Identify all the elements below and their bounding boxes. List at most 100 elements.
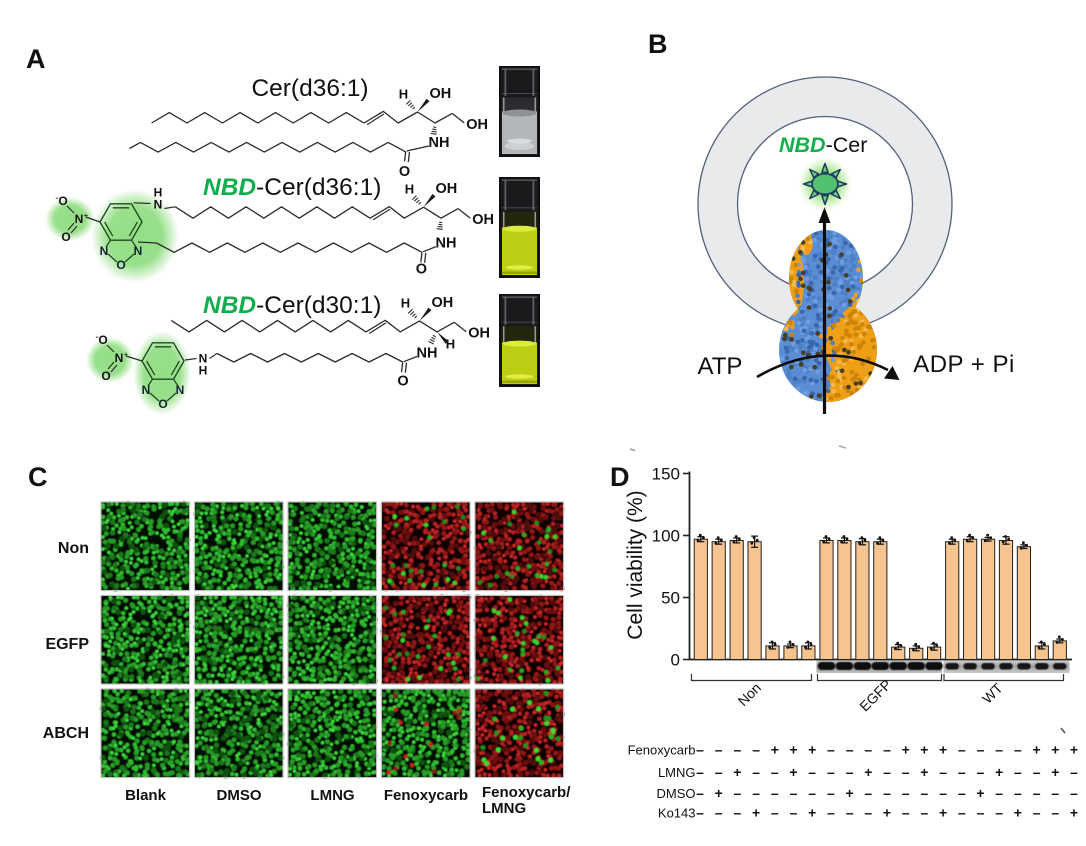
svg-text:150: 150 <box>652 465 680 484</box>
svg-text:–: – <box>1014 742 1022 758</box>
svg-text:–: – <box>846 805 854 821</box>
svg-text:–: – <box>883 785 891 801</box>
svg-text:–: – <box>958 805 966 821</box>
svg-text:–: – <box>1051 805 1059 821</box>
svg-text:–: – <box>958 764 966 780</box>
svg-text:–: – <box>883 764 891 780</box>
svg-text:B: B <box>648 29 668 59</box>
svg-text:–: – <box>902 785 910 801</box>
svg-text:Ko143: Ko143 <box>658 806 696 821</box>
svg-text:–: – <box>790 805 798 821</box>
svg-text:+: + <box>995 764 1003 780</box>
svg-text:C: C <box>28 462 48 492</box>
svg-text:–: – <box>827 742 835 758</box>
svg-text:–: – <box>977 742 985 758</box>
svg-text:OH: OH <box>472 212 494 228</box>
svg-text:+: + <box>883 805 891 821</box>
svg-text:–: – <box>995 742 1003 758</box>
svg-text:+: + <box>920 742 928 758</box>
svg-text:N: N <box>75 212 84 226</box>
svg-text:WT: WT <box>979 680 1006 707</box>
svg-text:H: H <box>401 295 410 310</box>
svg-text:ADP + Pi: ADP + Pi <box>913 351 1015 378</box>
svg-text:+: + <box>124 350 129 359</box>
svg-text:H: H <box>199 364 208 378</box>
svg-text:OH: OH <box>430 86 452 102</box>
svg-text:–: – <box>1070 785 1078 801</box>
svg-text:DMSO: DMSO <box>657 786 696 801</box>
svg-text:EGFP: EGFP <box>856 676 894 714</box>
svg-text:–: – <box>715 805 723 821</box>
svg-text:Fenoxycarb: Fenoxycarb <box>384 787 468 804</box>
svg-text:H: H <box>446 336 455 351</box>
svg-text:–: – <box>1014 764 1022 780</box>
svg-text:OH: OH <box>466 117 488 133</box>
svg-text:–: – <box>715 764 723 780</box>
svg-text:–: – <box>864 785 872 801</box>
svg-text:–: – <box>995 785 1003 801</box>
svg-text:Fenoxycarb: Fenoxycarb <box>628 743 696 758</box>
svg-text:-: - <box>95 332 98 343</box>
svg-text:EGFP: EGFP <box>45 636 89 653</box>
svg-text:–: – <box>827 785 835 801</box>
svg-text:–: – <box>864 805 872 821</box>
svg-text:O: O <box>397 373 408 389</box>
svg-text:–: – <box>696 785 704 801</box>
svg-text:+: + <box>939 805 947 821</box>
svg-text:+: + <box>939 742 947 758</box>
svg-text:Cer(d36:1): Cer(d36:1) <box>251 75 368 102</box>
svg-text:NH: NH <box>429 135 450 151</box>
svg-text:–: – <box>977 805 985 821</box>
svg-text:O: O <box>416 262 427 278</box>
svg-text:D: D <box>610 462 630 492</box>
svg-text:+: + <box>1070 805 1078 821</box>
svg-text:–: – <box>939 764 947 780</box>
svg-text:+: + <box>789 764 797 780</box>
svg-text:+: + <box>715 785 723 801</box>
svg-text:–: – <box>771 785 779 801</box>
svg-text:Non: Non <box>58 540 89 557</box>
svg-text:–: – <box>921 805 929 821</box>
svg-text:LMNG: LMNG <box>482 800 526 817</box>
svg-text:–: – <box>1070 764 1078 780</box>
svg-text:+: + <box>976 785 984 801</box>
svg-text:–: – <box>958 742 966 758</box>
svg-text:Fenoxycarb/: Fenoxycarb/ <box>482 784 571 801</box>
svg-text:+: + <box>789 742 797 758</box>
svg-text:–: – <box>958 785 966 801</box>
svg-text:–: – <box>846 764 854 780</box>
svg-text:–: – <box>827 764 835 780</box>
svg-text:–: – <box>808 785 816 801</box>
svg-text:–: – <box>1033 805 1041 821</box>
svg-text:N: N <box>142 383 151 397</box>
svg-text:–: – <box>846 742 854 758</box>
svg-text:Non: Non <box>735 680 764 709</box>
svg-text:N: N <box>176 383 185 397</box>
svg-text:-: - <box>55 193 58 204</box>
svg-text:DMSO: DMSO <box>217 787 262 804</box>
svg-text:+: + <box>1014 805 1022 821</box>
svg-text:O: O <box>101 369 110 383</box>
svg-text:–: – <box>902 805 910 821</box>
svg-text:LMNG: LMNG <box>658 765 696 780</box>
svg-text:LMNG: LMNG <box>310 787 354 804</box>
svg-text:–: – <box>771 805 779 821</box>
svg-text:–: – <box>696 764 704 780</box>
svg-text:A: A <box>26 44 46 74</box>
svg-text:NBD-Cer: NBD-Cer <box>779 133 867 157</box>
svg-text:+: + <box>902 742 910 758</box>
svg-text:–: – <box>921 785 929 801</box>
svg-text:–: – <box>790 785 798 801</box>
svg-text:H: H <box>154 186 163 200</box>
svg-text:–: – <box>734 742 742 758</box>
svg-text:N: N <box>115 351 124 365</box>
svg-text:ABCH: ABCH <box>43 725 89 742</box>
svg-text:–: – <box>977 764 985 780</box>
svg-text:OH: OH <box>436 181 458 197</box>
svg-text:–: – <box>696 742 704 758</box>
svg-text:–: – <box>1014 785 1022 801</box>
svg-text:N: N <box>134 244 143 258</box>
svg-text:O: O <box>158 397 167 411</box>
svg-text:+: + <box>864 764 872 780</box>
svg-text:OH: OH <box>468 326 490 342</box>
